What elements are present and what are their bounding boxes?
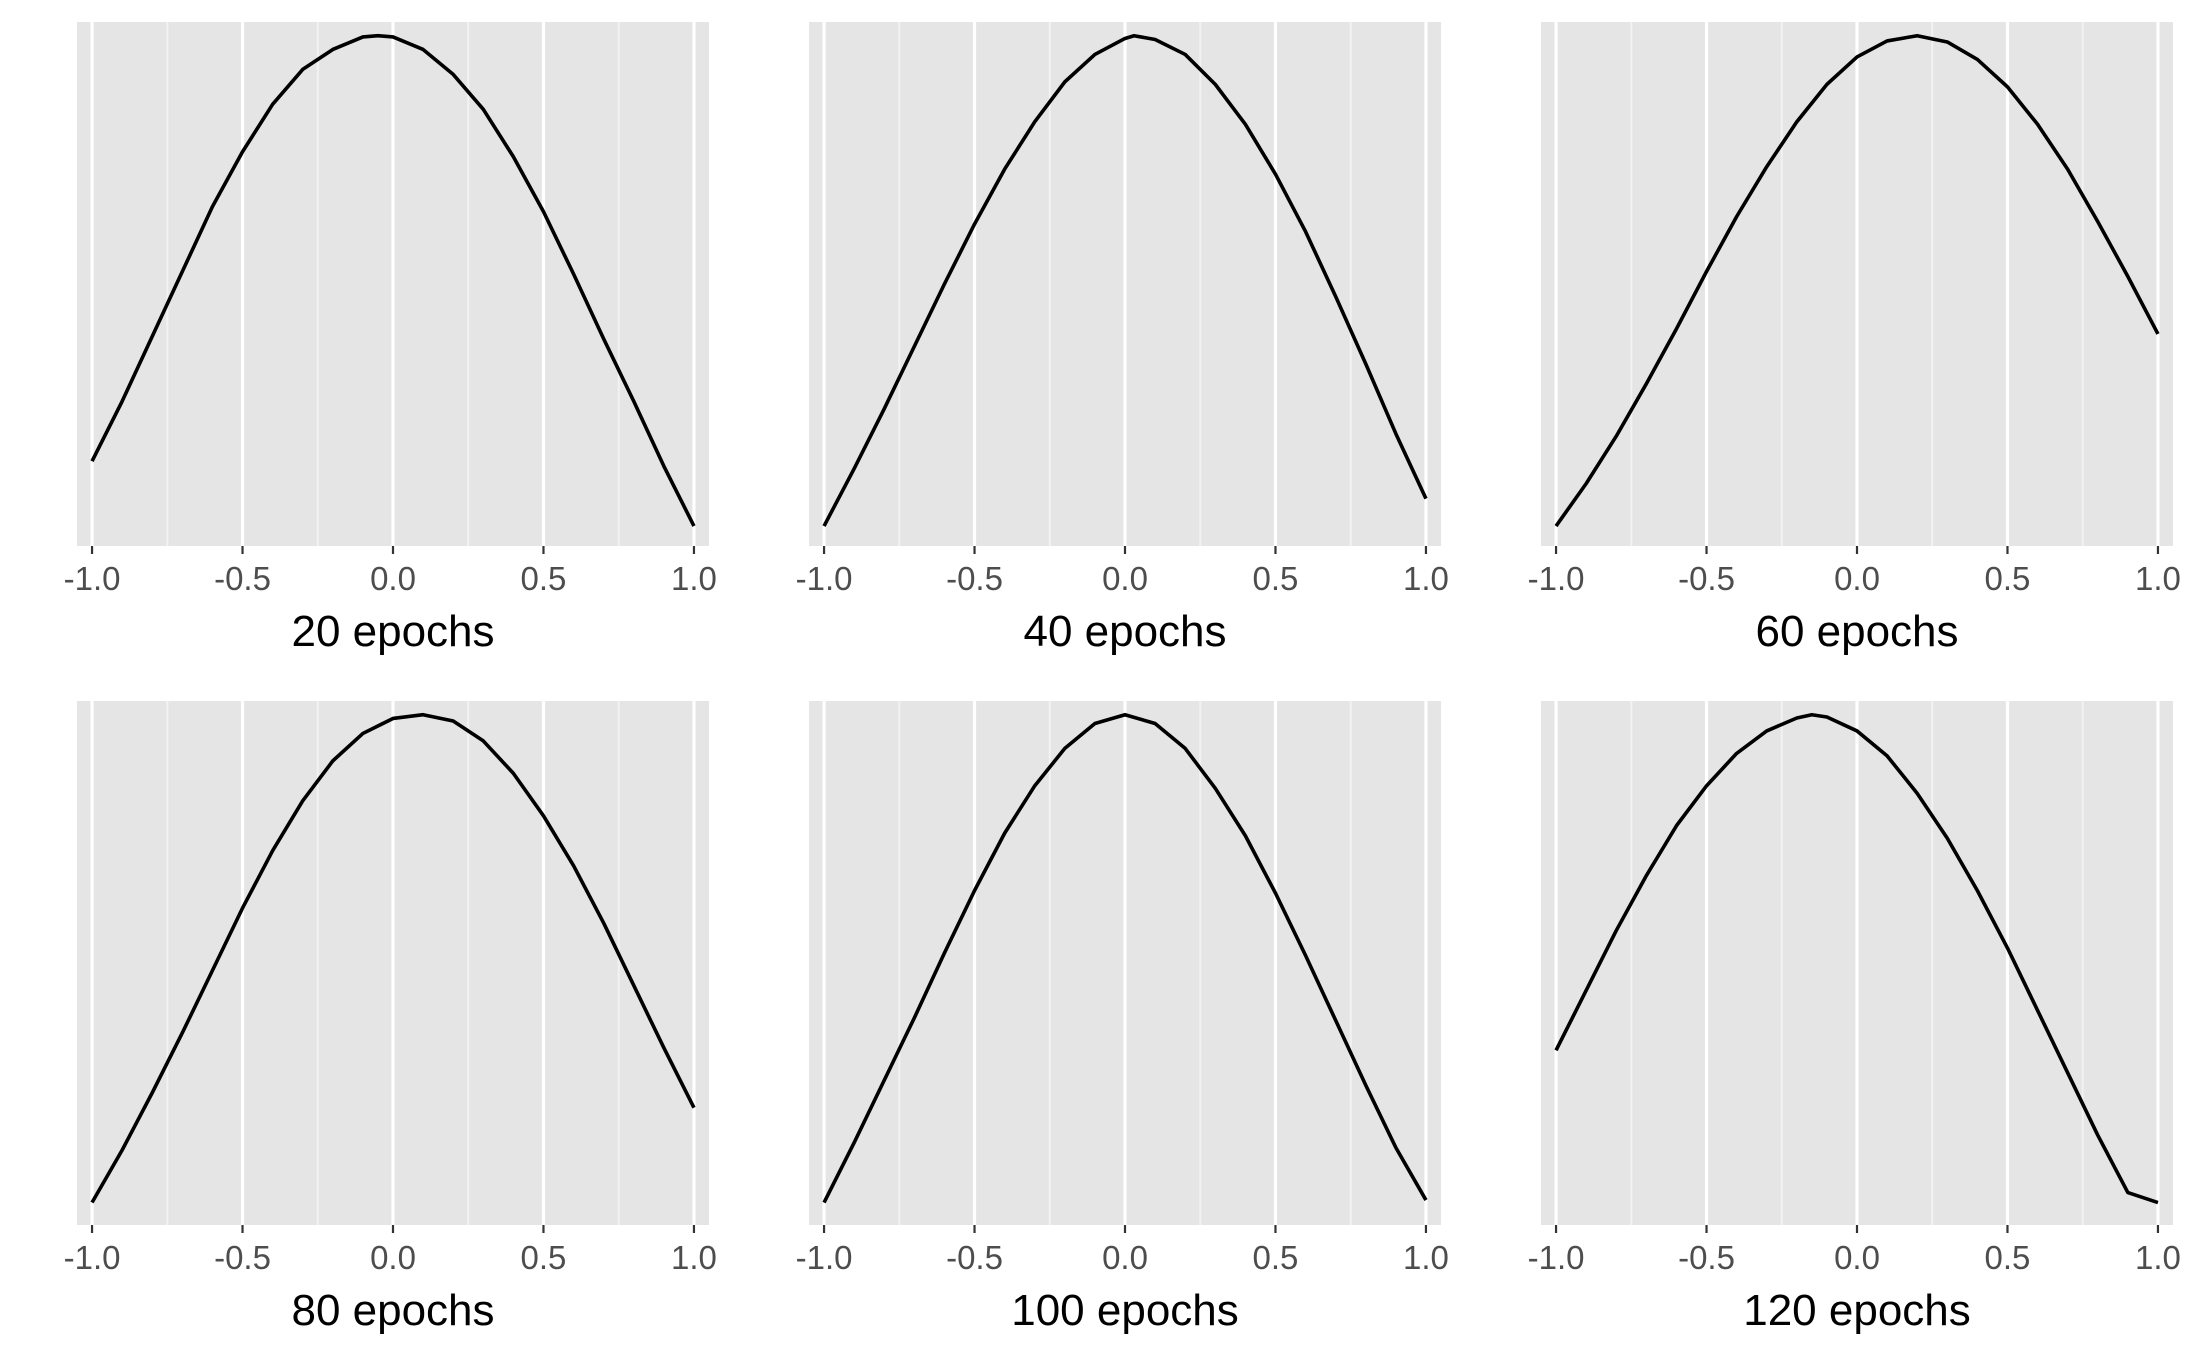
x-tick-label: -1.0 — [796, 560, 853, 597]
x-tick-label: -1.0 — [64, 1239, 121, 1276]
series-line — [822, 712, 1428, 1204]
x-tick-label: 0.0 — [370, 1239, 416, 1276]
x-tick-label: 0.5 — [1985, 1239, 2031, 1276]
series-line — [90, 33, 696, 527]
x-tick-label: -1.0 — [64, 560, 121, 597]
x-tick-label: 1.0 — [2135, 560, 2181, 597]
x-tick-label: -0.5 — [1678, 1239, 1735, 1276]
x-tick-label: -1.0 — [1528, 1239, 1585, 1276]
panel-title: 120 epochs — [1743, 1286, 1971, 1335]
x-tick-label: -1.0 — [796, 1239, 853, 1276]
x-tick-label: -1.0 — [1528, 560, 1585, 597]
series-line — [1554, 712, 2159, 1205]
x-tick-label: 1.0 — [1403, 560, 1449, 597]
x-tick-label: 1.0 — [2135, 1239, 2181, 1276]
panel-title: 100 epochs — [1011, 1286, 1239, 1335]
x-tick-label: -0.5 — [214, 560, 271, 597]
panel-title: 60 epochs — [1755, 607, 1958, 656]
x-tick-label: 0.5 — [521, 1239, 567, 1276]
x-tick-label: 0.0 — [1102, 1239, 1148, 1276]
x-tick-label: 0.5 — [1985, 560, 2031, 597]
x-tick-label: 1.0 — [671, 560, 717, 597]
panel-80-epochs: -1.0 -0.5 0.0 0.5 1.0 80 epochs — [64, 701, 717, 1335]
series-line — [90, 712, 696, 1204]
x-tick-label: 0.0 — [1834, 560, 1880, 597]
x-tick-label: 0.0 — [1102, 560, 1148, 597]
series-line — [1554, 33, 2160, 528]
x-tick-label: 1.0 — [1403, 1239, 1449, 1276]
x-tick-label: 1.0 — [671, 1239, 717, 1276]
series-line — [822, 33, 1428, 527]
panel-title: 40 epochs — [1023, 607, 1226, 656]
x-tick-label: -0.5 — [1678, 560, 1735, 597]
x-tick-label: -0.5 — [946, 560, 1003, 597]
x-tick-label: 0.0 — [1834, 1239, 1880, 1276]
panel-60-epochs: -1.0 -0.5 0.0 0.5 1.0 60 epochs — [1528, 22, 2181, 656]
panel-title: 80 epochs — [291, 1286, 494, 1335]
x-tick-label: 0.5 — [521, 560, 567, 597]
x-tick-label: -0.5 — [214, 1239, 271, 1276]
x-tick-label: -0.5 — [946, 1239, 1003, 1276]
x-tick-label: 0.0 — [370, 560, 416, 597]
panel-120-epochs: -1.0 -0.5 0.0 0.5 1.0 120 epochs — [1528, 701, 2181, 1335]
panel-40-epochs: -1.0 -0.5 0.0 0.5 1.0 40 epochs — [796, 22, 1449, 656]
panel-100-epochs: -1.0 -0.5 0.0 0.5 1.0 100 epochs — [796, 701, 1449, 1335]
panel-title: 20 epochs — [291, 607, 494, 656]
panel-20-epochs: -1.0 -0.5 0.0 0.5 1.0 20 epochs — [64, 22, 717, 656]
x-tick-label: 0.5 — [1253, 1239, 1299, 1276]
x-tick-label: 0.5 — [1253, 560, 1299, 597]
